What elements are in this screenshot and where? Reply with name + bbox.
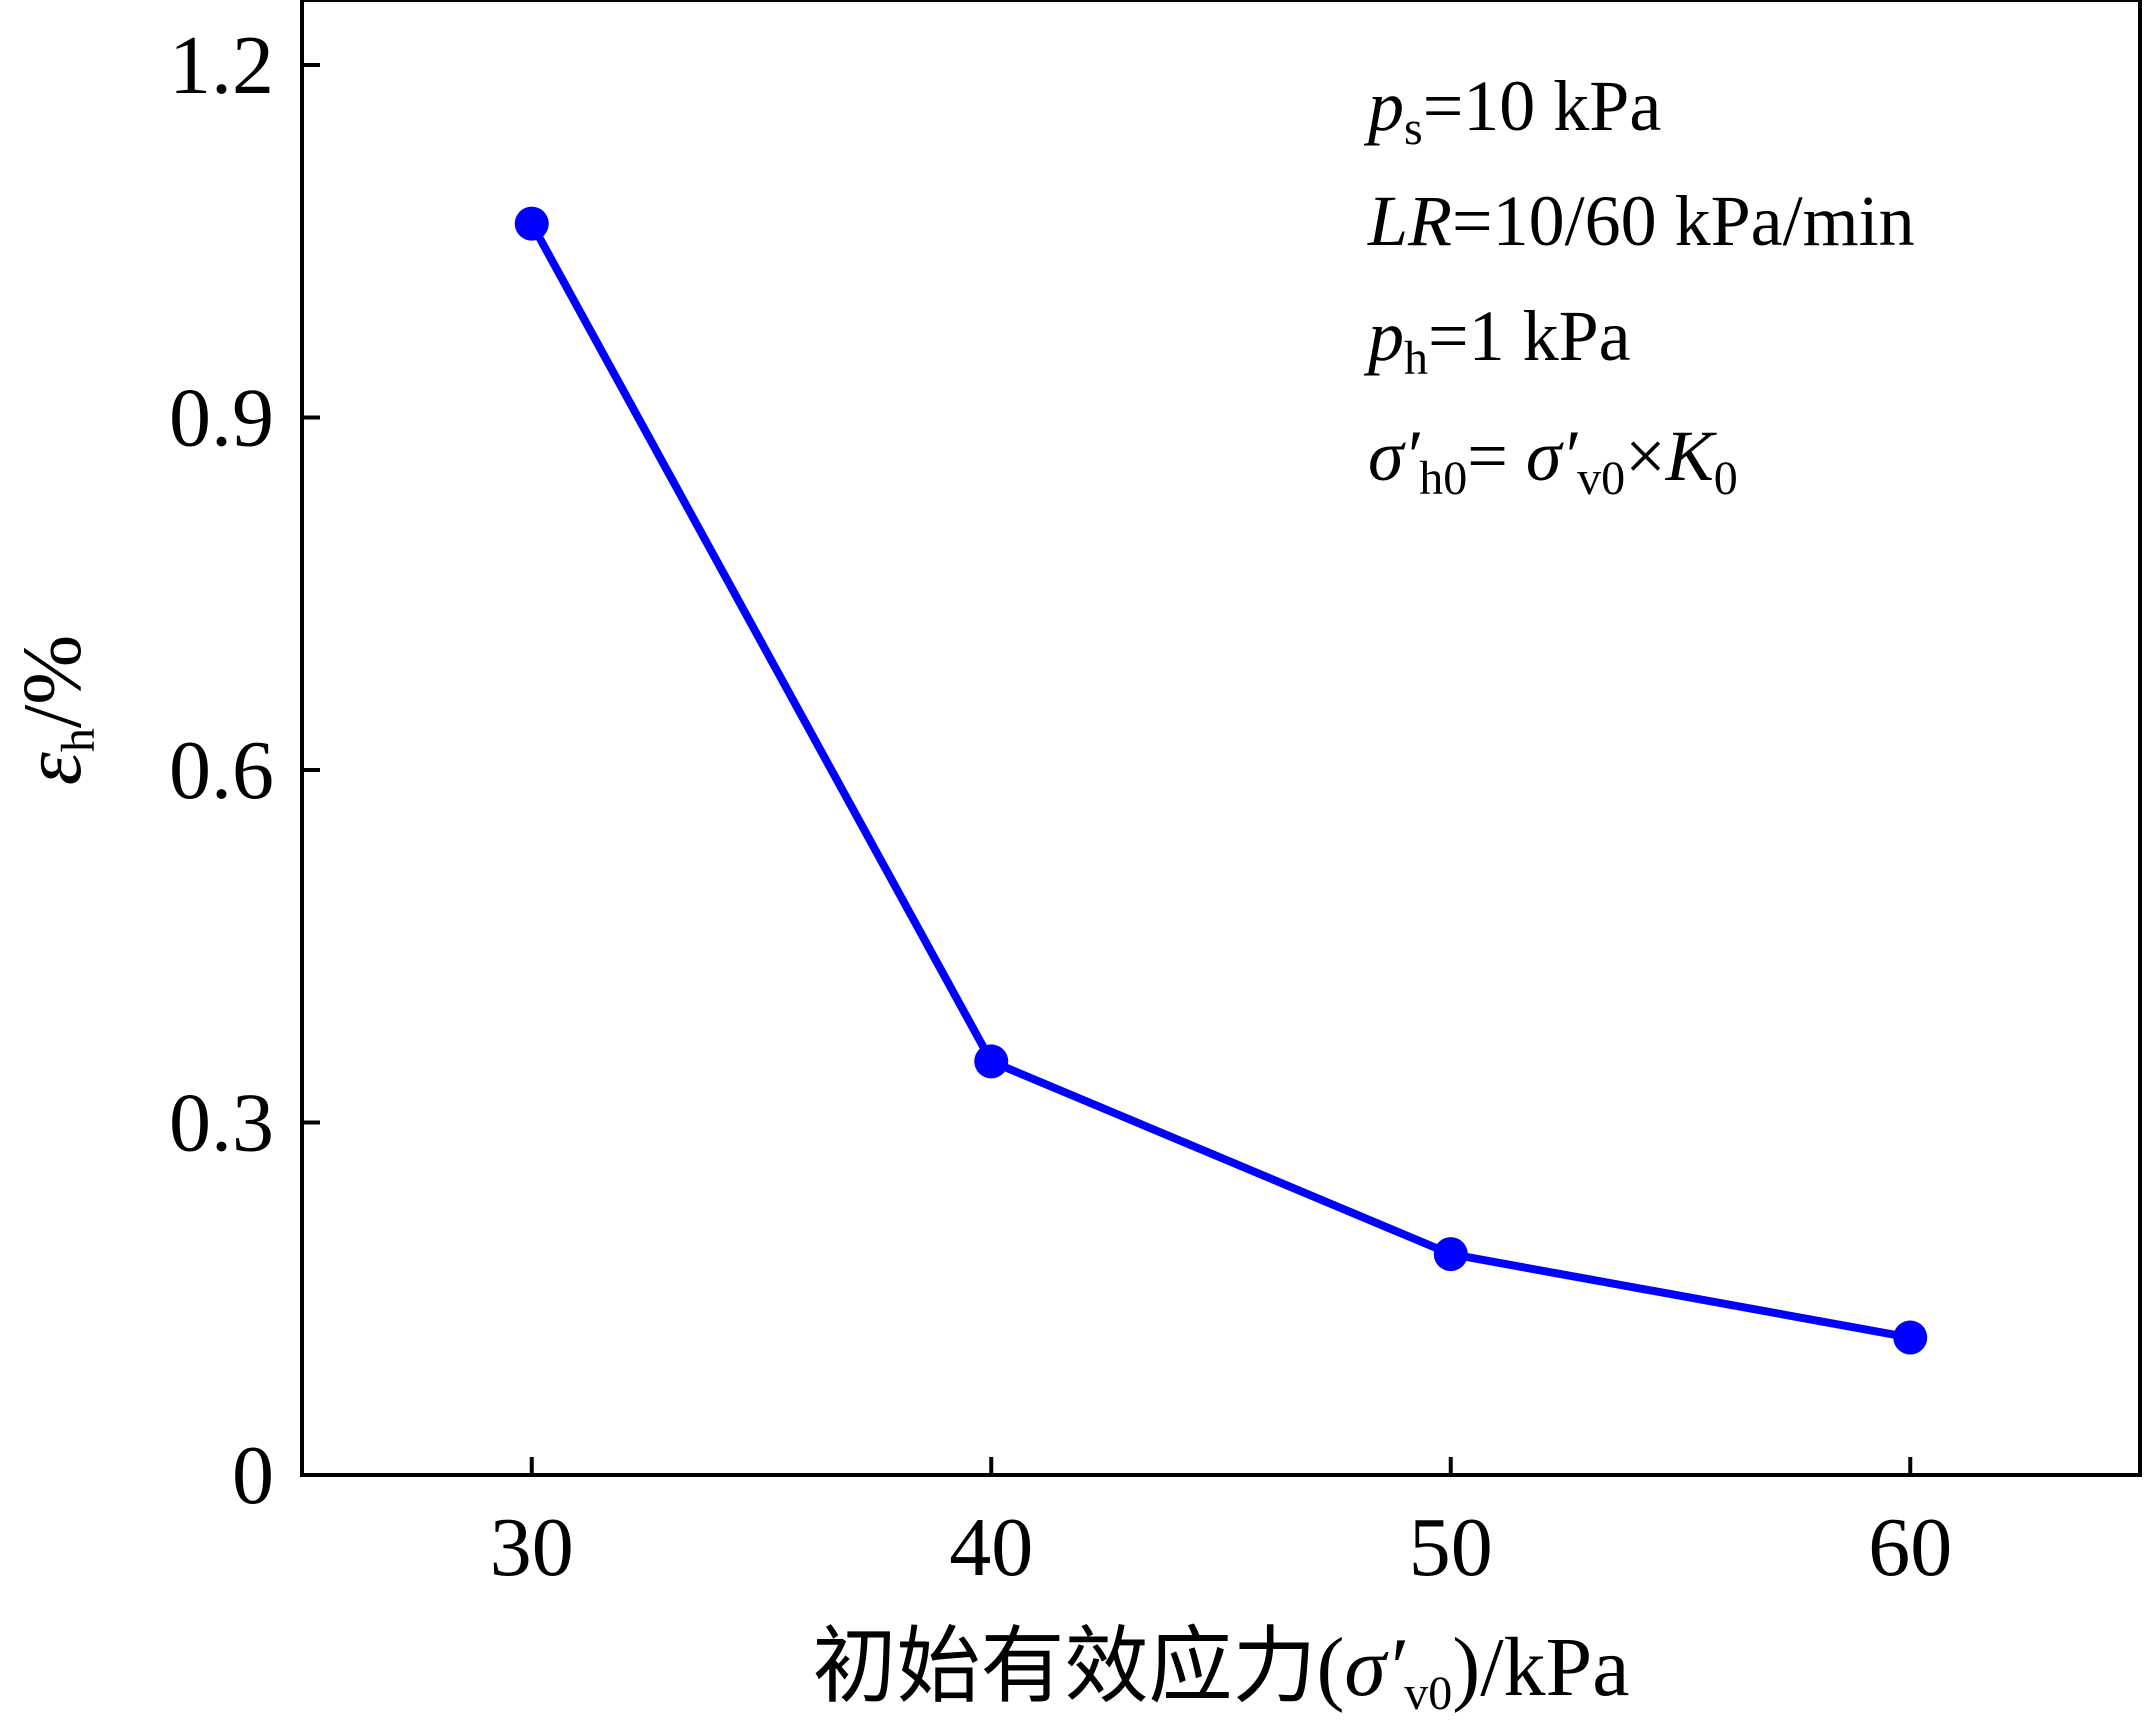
x-tick-label: 30	[490, 1501, 574, 1594]
annotation-ps: ps=10 kPa	[1363, 66, 1661, 155]
y-tick-label: 0	[232, 1429, 274, 1522]
annotation-lr: LR=10/60 kPa/min	[1367, 181, 1915, 261]
x-tick-label: 60	[1868, 1501, 1952, 1594]
y-axis-title: εh/%	[6, 635, 105, 785]
data-point	[514, 206, 549, 241]
y-tick-label: 0.9	[169, 372, 274, 465]
series-points	[514, 206, 1928, 1355]
y-tick-label: 0.6	[169, 724, 274, 817]
x-axis-ticks: 30 40 50 60	[490, 1457, 1952, 1594]
x-axis-title: 初始有效应力(σ′v0)/kPa	[812, 1621, 1629, 1717]
data-point	[1433, 1237, 1468, 1272]
plot-frame	[300, 0, 2142, 1477]
x-tick-label: 40	[949, 1501, 1033, 1594]
annotation-block: ps=10 kPa LR=10/60 kPa/min ph=1 kPa σ′h0…	[1363, 66, 1915, 505]
y-tick-label: 1.2	[169, 19, 274, 112]
data-point	[974, 1044, 1009, 1079]
series-line	[528, 221, 1911, 1342]
x-tick-label: 50	[1409, 1501, 1493, 1594]
annotation-ph: ph=1 kPa	[1363, 296, 1631, 385]
y-tick-label: 0.3	[169, 1077, 274, 1170]
y-axis-ticks: 0 0.3 0.6 0.9 1.2	[169, 19, 320, 1522]
annotation-sigma: σ′h0= σ′v0×K0	[1368, 416, 1738, 505]
data-point	[1893, 1320, 1928, 1355]
